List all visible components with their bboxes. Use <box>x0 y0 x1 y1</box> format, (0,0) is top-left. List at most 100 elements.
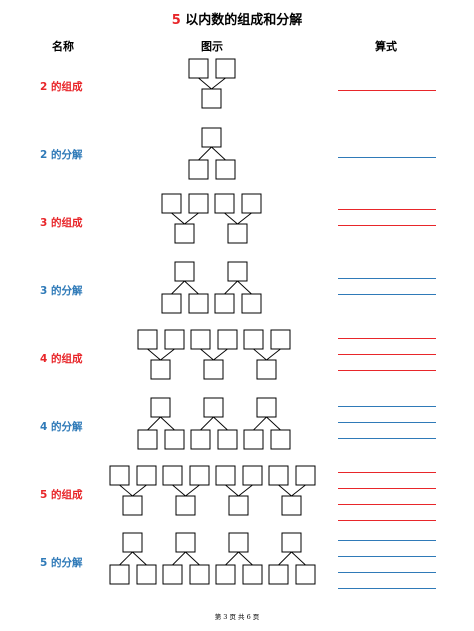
connector-line <box>237 212 252 225</box>
formula-answer-line[interactable] <box>338 338 436 339</box>
formula-answer-line[interactable] <box>338 209 436 210</box>
whole-box <box>281 532 302 553</box>
whole-box <box>203 359 224 380</box>
part-box-right <box>295 465 316 486</box>
part-box-left <box>268 465 289 486</box>
connector-line <box>225 551 239 566</box>
formula-answer-line[interactable] <box>338 488 436 489</box>
row-label-4-decompose: 4 的分解 <box>40 421 83 433</box>
formula-answer-line[interactable] <box>338 504 436 505</box>
part-box-right <box>136 564 157 585</box>
part-box-right <box>217 429 238 450</box>
formula-answer-line[interactable] <box>338 472 436 473</box>
connector-line <box>171 212 185 225</box>
connector-line <box>224 212 238 225</box>
whole-box <box>174 223 195 244</box>
formula-answer-line[interactable] <box>338 294 436 295</box>
formula-answer-line[interactable] <box>338 278 436 279</box>
whole-box <box>256 359 277 380</box>
connector-line <box>198 146 212 161</box>
formula-answer-line[interactable] <box>338 354 436 355</box>
connector-line <box>184 280 199 295</box>
whole-box <box>228 495 249 516</box>
connector-line <box>200 348 214 361</box>
formula-answer-line[interactable] <box>338 157 436 158</box>
part-box-right <box>242 564 263 585</box>
row-label-2-compose: 2 的组成 <box>40 81 83 93</box>
row-label-5-decompose: 5 的分解 <box>40 557 83 569</box>
part-box-left <box>215 465 236 486</box>
title-number: 5 <box>171 13 181 28</box>
connector-line <box>278 484 292 497</box>
formula-answer-line[interactable] <box>338 572 436 573</box>
whole-box <box>227 261 248 282</box>
part-box-left <box>190 329 211 350</box>
connector-line <box>185 484 200 497</box>
part-box-right <box>295 564 316 585</box>
connector-line <box>253 348 267 361</box>
formula-answer-line[interactable] <box>338 588 436 589</box>
part-box-left <box>161 193 182 214</box>
connector-line <box>266 348 281 361</box>
connector-line <box>185 551 200 566</box>
whole-box <box>175 495 196 516</box>
header-formula: 算式 <box>375 40 397 53</box>
part-box-right <box>242 465 263 486</box>
connector-line <box>147 416 161 431</box>
row-label-2-decompose: 2 的分解 <box>40 149 83 161</box>
connector-line <box>266 416 281 431</box>
whole-box <box>228 532 249 553</box>
part-box-left <box>243 429 264 450</box>
part-box-right <box>188 193 209 214</box>
whole-box <box>201 127 222 148</box>
connector-line <box>132 484 147 497</box>
formula-answer-line[interactable] <box>338 225 436 226</box>
part-box-left <box>162 564 183 585</box>
title-text: 以内数的组成和分解 <box>180 13 303 28</box>
connector-line <box>172 484 186 497</box>
formula-answer-line[interactable] <box>338 406 436 407</box>
connector-line <box>119 551 133 566</box>
connector-line <box>171 280 185 295</box>
formula-answer-line[interactable] <box>338 370 436 371</box>
part-box-left <box>268 564 289 585</box>
part-box-right <box>188 293 209 314</box>
connector-line <box>211 146 226 161</box>
whole-box <box>122 532 143 553</box>
whole-box <box>203 397 224 418</box>
header-diagram: 图示 <box>201 40 223 53</box>
row-label-3-compose: 3 的组成 <box>40 217 83 229</box>
part-box-left <box>190 429 211 450</box>
connector-line <box>184 212 199 225</box>
connector-line <box>213 348 228 361</box>
part-box-left <box>214 193 235 214</box>
whole-box <box>201 88 222 109</box>
formula-answer-line[interactable] <box>338 438 436 439</box>
connector-line <box>291 484 306 497</box>
part-box-left <box>188 58 209 79</box>
formula-answer-line[interactable] <box>338 90 436 91</box>
connector-line <box>119 484 133 497</box>
formula-answer-line[interactable] <box>338 540 436 541</box>
whole-box <box>175 532 196 553</box>
connector-line <box>238 484 253 497</box>
part-box-right <box>215 58 236 79</box>
connector-line <box>200 416 214 431</box>
page-footer: 第 3 页 共 6 页 <box>214 613 260 621</box>
part-box-right <box>270 429 291 450</box>
connector-line <box>132 551 147 566</box>
formula-answer-line[interactable] <box>338 520 436 521</box>
connector-line <box>238 551 253 566</box>
connector-line <box>278 551 292 566</box>
row-label-5-compose: 5 的组成 <box>40 489 83 501</box>
connector-line <box>147 348 161 361</box>
part-box-right <box>164 429 185 450</box>
formula-answer-line[interactable] <box>338 422 436 423</box>
part-box-left <box>188 159 209 180</box>
part-box-right <box>217 329 238 350</box>
part-box-right <box>164 329 185 350</box>
part-box-left <box>137 329 158 350</box>
header-name: 名称 <box>52 40 74 53</box>
part-box-left <box>109 465 130 486</box>
formula-answer-line[interactable] <box>338 556 436 557</box>
